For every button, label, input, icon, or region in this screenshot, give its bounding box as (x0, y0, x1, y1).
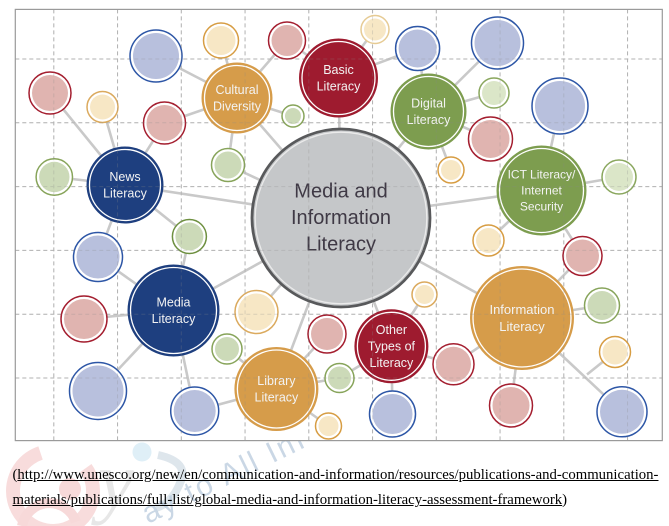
svg-text:Cultural: Cultural (215, 83, 258, 97)
svg-text:Literacy: Literacy (407, 113, 452, 127)
svg-text:Media and: Media and (294, 181, 387, 203)
svg-text:Literacy: Literacy (152, 312, 197, 326)
svg-text:Literacy: Literacy (255, 390, 300, 404)
svg-text:Internet: Internet (521, 184, 562, 198)
svg-text:Digital: Digital (411, 96, 446, 110)
svg-text:Library: Library (257, 374, 296, 388)
svg-text:ICT Literacy/: ICT Literacy/ (508, 168, 576, 182)
svg-text:Literacy: Literacy (306, 233, 376, 255)
svg-text:Other: Other (376, 323, 407, 337)
svg-text:Basic: Basic (323, 63, 354, 77)
svg-text:Diversity: Diversity (213, 99, 262, 113)
svg-text:Media: Media (156, 295, 190, 309)
svg-text:Security: Security (520, 199, 563, 213)
svg-text:News: News (109, 170, 140, 184)
svg-text:Types of: Types of (368, 339, 416, 353)
svg-text:Information: Information (291, 207, 391, 229)
svg-text:Literacy: Literacy (103, 186, 148, 200)
svg-text:Literacy: Literacy (499, 319, 545, 334)
svg-text:y: y (91, 435, 135, 526)
svg-text:Literacy: Literacy (370, 356, 415, 370)
svg-text:Information: Information (489, 302, 554, 317)
svg-text:Literacy: Literacy (317, 79, 362, 93)
